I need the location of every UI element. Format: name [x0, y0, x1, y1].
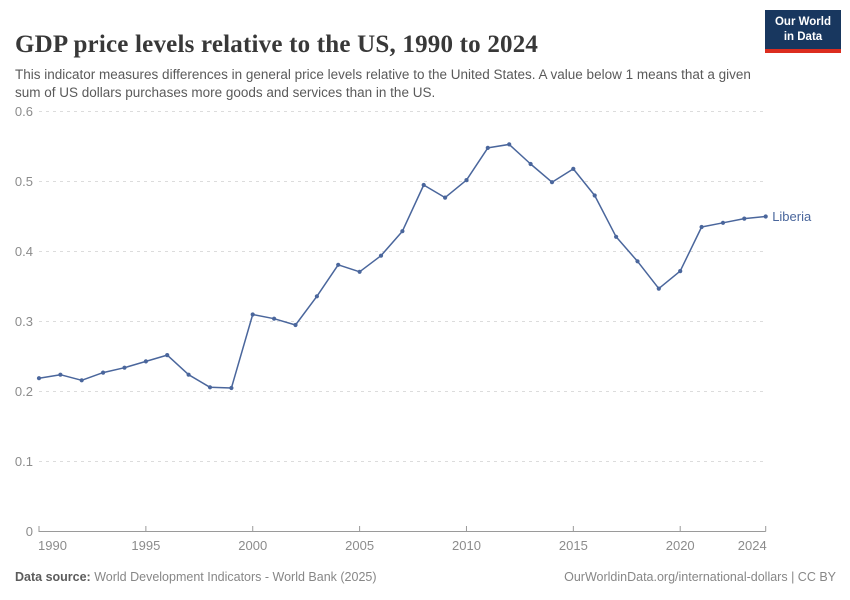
- y-tick-label: 0.4: [15, 244, 33, 259]
- data-point[interactable]: [314, 294, 319, 299]
- data-point[interactable]: [336, 262, 341, 267]
- x-tick-label: 1995: [131, 538, 160, 553]
- data-point[interactable]: [678, 269, 683, 274]
- data-point[interactable]: [143, 359, 148, 364]
- data-point[interactable]: [58, 372, 63, 377]
- data-point[interactable]: [272, 316, 277, 321]
- chart-subtitle: This indicator measures differences in g…: [15, 66, 751, 101]
- data-point[interactable]: [549, 180, 555, 185]
- data-point[interactable]: [742, 216, 747, 221]
- data-point[interactable]: [507, 142, 512, 147]
- owid-logo[interactable]: Our World in Data: [765, 10, 841, 53]
- data-point[interactable]: [101, 370, 106, 375]
- y-tick-label: 0.3: [15, 314, 33, 329]
- data-point[interactable]: [464, 178, 469, 183]
- x-tick-label: 2000: [238, 538, 267, 553]
- data-point[interactable]: [635, 259, 640, 264]
- y-tick-label: 0.5: [15, 174, 33, 189]
- data-series-line[interactable]: [38, 143, 767, 389]
- data-point[interactable]: [763, 214, 768, 219]
- data-point[interactable]: [79, 378, 84, 383]
- x-tick-label: 2020: [666, 538, 695, 553]
- data-point[interactable]: [528, 161, 533, 167]
- x-tick-label: 1990: [38, 538, 67, 553]
- owid-logo-line1: Our World: [774, 16, 831, 28]
- data-source-note: Data source: World Development Indicator…: [15, 570, 377, 584]
- data-point[interactable]: [122, 365, 127, 370]
- y-tick-label: 0.1: [15, 454, 33, 469]
- data-point[interactable]: [378, 253, 384, 258]
- data-point[interactable]: [229, 385, 234, 391]
- data-point[interactable]: [357, 269, 362, 274]
- x-tick-label: 2005: [345, 538, 374, 553]
- y-tick-label: 0.6: [15, 104, 33, 119]
- page-title: GDP price levels relative to the US, 199…: [15, 30, 539, 58]
- data-point[interactable]: [443, 195, 448, 200]
- data-point[interactable]: [207, 385, 213, 390]
- credit-link[interactable]: OurWorldinData.org/international-dollars…: [564, 570, 836, 584]
- x-tick-label: 2010: [452, 538, 481, 553]
- data-point[interactable]: [165, 353, 170, 358]
- data-point[interactable]: [400, 229, 405, 234]
- data-point[interactable]: [250, 312, 255, 317]
- data-point[interactable]: [720, 220, 726, 225]
- data-point[interactable]: [571, 166, 576, 171]
- data-point[interactable]: [592, 193, 597, 198]
- data-point[interactable]: [36, 376, 42, 381]
- owid-logo-line2: in Data: [783, 30, 823, 43]
- data-point[interactable]: [656, 286, 661, 291]
- data-point[interactable]: [485, 145, 490, 150]
- x-tick-label: 2015: [559, 538, 588, 553]
- data-point[interactable]: [699, 224, 704, 230]
- data-source-value: World Development Indicators - World Ban…: [90, 570, 377, 584]
- data-source-label: Data source:: [15, 570, 91, 584]
- data-point[interactable]: [293, 322, 298, 328]
- y-tick-label: 0: [26, 524, 33, 539]
- y-tick-label: 0.2: [15, 384, 33, 399]
- data-point[interactable]: [186, 372, 191, 377]
- series-label[interactable]: Liberia: [772, 209, 812, 224]
- x-tick-label: 2024: [738, 538, 767, 553]
- data-point[interactable]: [614, 234, 619, 239]
- data-point[interactable]: [421, 182, 426, 188]
